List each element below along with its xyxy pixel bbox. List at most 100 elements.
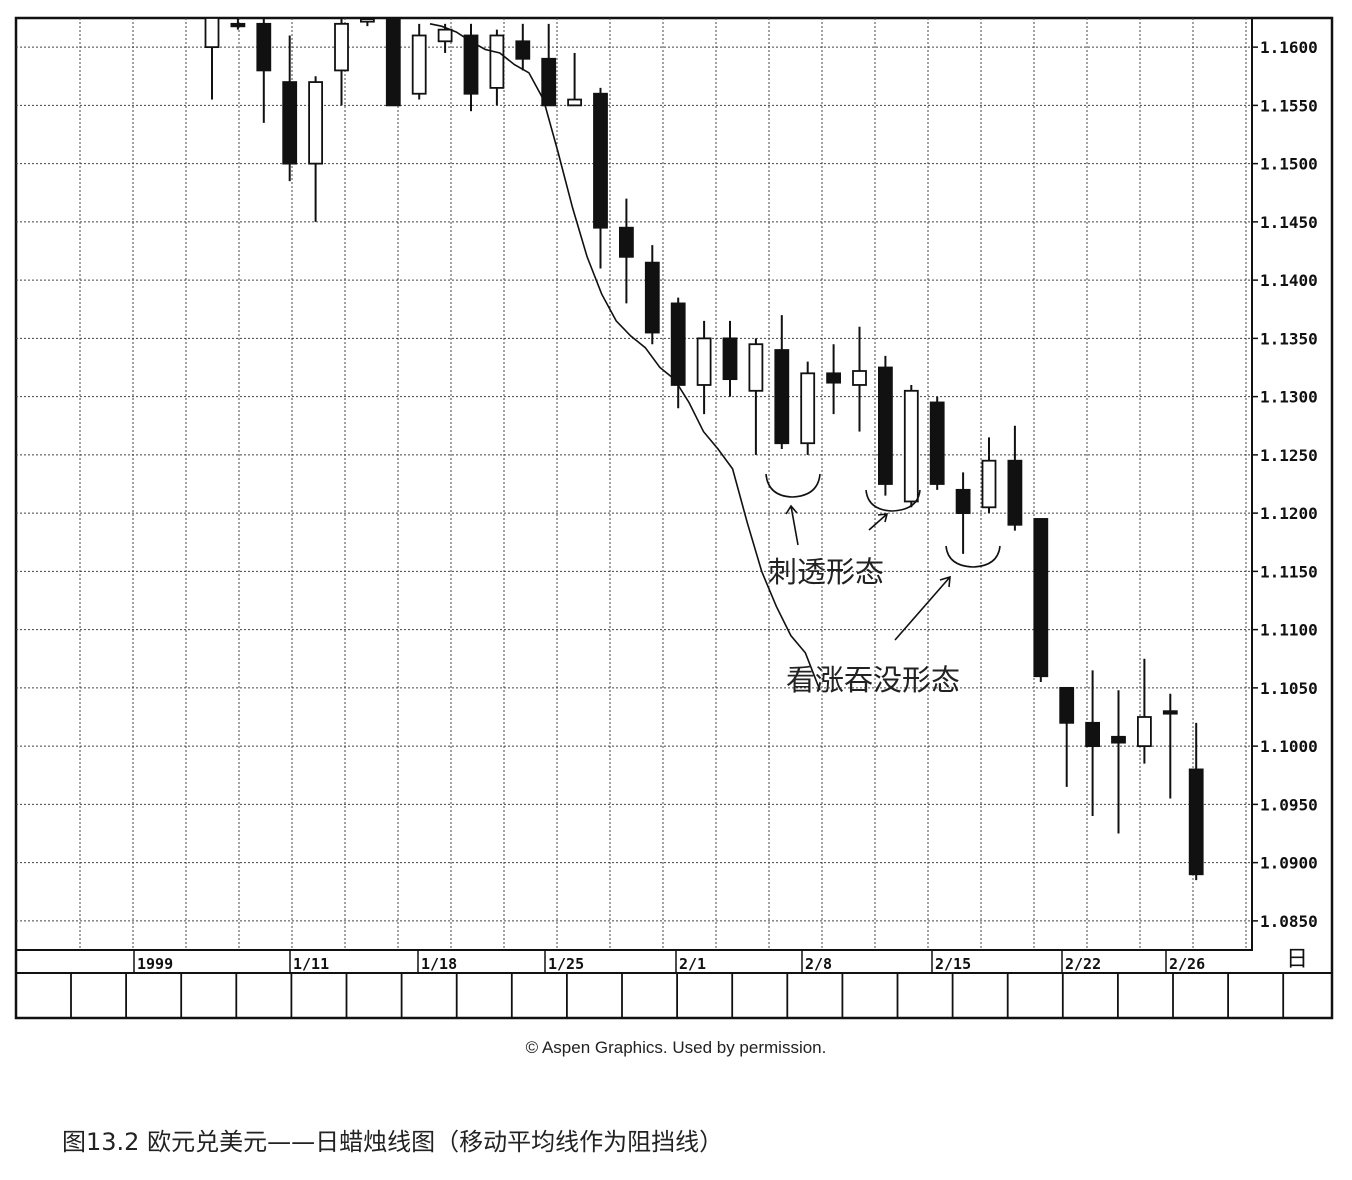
candle-body-bullish bbox=[696, 337, 712, 386]
candle-body-bearish bbox=[644, 261, 660, 334]
candle bbox=[955, 472, 971, 554]
date-label: 2/26 bbox=[1169, 955, 1205, 973]
candle bbox=[878, 355, 893, 496]
candle-body-bullish bbox=[981, 459, 997, 509]
chart-grid bbox=[14, 16, 1334, 1020]
candle bbox=[1137, 658, 1152, 764]
credit-line: © Aspen Graphics. Used by permission. bbox=[525, 1038, 827, 1057]
candle-body-bearish bbox=[774, 349, 790, 445]
bullish-engulfing-label: 看涨吞没形态 bbox=[786, 663, 960, 697]
y-tick-label: 1.1300 bbox=[1260, 388, 1318, 407]
y-tick-label: 1.1000 bbox=[1260, 737, 1318, 756]
candle bbox=[256, 18, 272, 123]
candle bbox=[593, 87, 608, 269]
candle bbox=[230, 18, 246, 30]
candle-body-bearish bbox=[1111, 735, 1126, 744]
y-tick-label: 1.1050 bbox=[1260, 679, 1318, 698]
candle-body-bullish bbox=[800, 372, 816, 445]
candle bbox=[1162, 693, 1178, 799]
candle-body-bearish bbox=[1162, 710, 1178, 715]
candle bbox=[800, 361, 816, 455]
candle-body-bearish bbox=[593, 92, 608, 229]
candle bbox=[385, 17, 401, 107]
date-label: 1/18 bbox=[421, 955, 457, 973]
y-tick-label: 1.1600 bbox=[1260, 38, 1318, 57]
candle-body-bullish bbox=[748, 343, 764, 392]
figure-caption: 图13.2 欧元兑美元——日蜡烛线图（移动平均线作为阻挡线） bbox=[62, 1128, 724, 1156]
outer-frame bbox=[14, 16, 1334, 1020]
candle-body-bearish bbox=[1007, 459, 1023, 526]
engulfing-bracket bbox=[945, 545, 1001, 568]
candle-body-bullish bbox=[359, 18, 375, 23]
candle-body-bullish bbox=[334, 22, 349, 72]
period-label: 日 bbox=[1286, 947, 1308, 972]
candle bbox=[826, 344, 841, 415]
candle-body-bullish bbox=[852, 370, 867, 386]
candles bbox=[204, 17, 1204, 881]
y-tick-label: 1.0900 bbox=[1260, 854, 1318, 873]
candle bbox=[748, 338, 764, 455]
engulfing-arrow bbox=[894, 575, 951, 641]
candle bbox=[359, 18, 375, 27]
candle bbox=[567, 52, 582, 107]
candle bbox=[774, 315, 790, 450]
candle bbox=[1111, 690, 1126, 834]
candle-body-bearish bbox=[541, 57, 557, 107]
date-label: 2/15 bbox=[935, 955, 971, 973]
y-tick-label: 1.0850 bbox=[1260, 912, 1318, 931]
candle bbox=[515, 23, 531, 71]
candle-body-bearish bbox=[515, 40, 531, 60]
moving-average-line bbox=[429, 23, 821, 691]
candle-body-bullish bbox=[411, 34, 427, 95]
date-axis: 1999 1/11 1/18 1/25 2/1 2/8 2/15 2/22 2/26 bbox=[16, 950, 1332, 1018]
piercing-arrow-1 bbox=[785, 504, 799, 546]
y-tick-label: 1.1500 bbox=[1260, 155, 1318, 174]
candle-body-bearish bbox=[955, 488, 971, 515]
y-tick-label: 1.1550 bbox=[1260, 96, 1318, 115]
candle bbox=[1033, 518, 1049, 683]
candle-body-bearish bbox=[929, 401, 945, 485]
piercing-arrow-2 bbox=[868, 513, 889, 531]
candle bbox=[722, 320, 738, 397]
candle bbox=[1059, 686, 1075, 787]
y-tick-label: 1.1400 bbox=[1260, 271, 1318, 290]
candle-body-bearish bbox=[385, 17, 401, 107]
candle-body-bearish bbox=[256, 22, 272, 72]
candle-body-bullish bbox=[204, 17, 220, 49]
candle-body-bearish bbox=[1059, 686, 1075, 724]
candle bbox=[1007, 425, 1023, 531]
candle-body-bearish bbox=[826, 372, 841, 384]
candle-body-bearish bbox=[722, 337, 738, 381]
candle bbox=[463, 23, 479, 112]
candle-body-bearish bbox=[878, 366, 893, 485]
candle-body-bullish bbox=[567, 98, 582, 107]
candle bbox=[204, 17, 220, 100]
y-tick-label: 1.1350 bbox=[1260, 329, 1318, 348]
candle-body-bullish bbox=[437, 28, 453, 43]
candle bbox=[437, 23, 453, 53]
candle bbox=[852, 326, 867, 432]
candlestick-chart: 1.1600 1.1550 1.1500 1.1450 1.1400 1.1350 1.13… bbox=[14, 16, 1334, 1020]
y-tick-label: 1.1200 bbox=[1260, 504, 1318, 523]
candle bbox=[619, 198, 634, 304]
candle-body-bullish bbox=[489, 34, 505, 89]
candle-body-bearish bbox=[282, 81, 298, 165]
price-axis: 1.1600 1.1550 1.1500 1.1450 1.1400 1.1350 1.13… bbox=[1252, 38, 1318, 972]
candle bbox=[981, 437, 997, 514]
date-label: 1/25 bbox=[548, 955, 584, 973]
date-label: 1999 bbox=[137, 955, 173, 973]
candle bbox=[929, 396, 945, 490]
date-label: 1/11 bbox=[293, 955, 329, 973]
plot-frame bbox=[15, 17, 1253, 951]
y-tick-label: 1.1150 bbox=[1260, 562, 1318, 581]
candle bbox=[1188, 722, 1204, 881]
candle-body-bearish bbox=[1188, 768, 1204, 876]
y-tick-label: 1.1450 bbox=[1260, 213, 1318, 232]
candle bbox=[644, 245, 660, 345]
date-label: 2/1 bbox=[679, 955, 706, 973]
pattern-annotations: 刺透形态 看涨吞没形态 bbox=[765, 473, 1001, 697]
candle bbox=[541, 23, 557, 107]
piercing-bracket-1 bbox=[765, 473, 821, 498]
piercing-bracket-2 bbox=[865, 489, 921, 512]
candle bbox=[334, 18, 349, 106]
